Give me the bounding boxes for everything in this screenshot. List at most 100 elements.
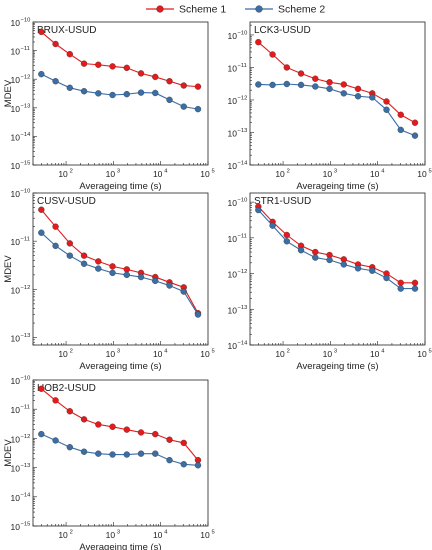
data-point bbox=[123, 90, 130, 98]
data-point bbox=[52, 223, 59, 230]
data-point bbox=[369, 94, 376, 101]
x-tick-exponent: 2 bbox=[70, 349, 73, 355]
data-point bbox=[95, 421, 102, 428]
y-tick-label: 10 bbox=[11, 376, 21, 386]
x-tick-exponent: 3 bbox=[334, 169, 337, 175]
x-axis-label: Averageing time (s) bbox=[79, 361, 161, 372]
data-point bbox=[80, 60, 88, 67]
data-point bbox=[194, 311, 202, 318]
x-tick-exponent: 2 bbox=[287, 169, 290, 175]
plot-frame bbox=[32, 21, 209, 166]
data-point bbox=[152, 450, 159, 457]
y-tick-label: 10 bbox=[11, 434, 21, 444]
y-tick-label: 10 bbox=[228, 305, 238, 315]
y-tick-exponent: −15 bbox=[21, 522, 31, 528]
x-tick-label: 10 bbox=[370, 349, 380, 359]
x-axis-label: Averageing time (s) bbox=[296, 181, 378, 192]
data-point bbox=[38, 206, 45, 213]
data-point bbox=[66, 408, 73, 415]
y-tick-label: 10 bbox=[228, 31, 238, 41]
x-tick-label: 10 bbox=[417, 349, 427, 359]
data-point bbox=[52, 437, 59, 444]
x-tick-label: 10 bbox=[106, 169, 116, 179]
y-tick-exponent: −13 bbox=[238, 305, 248, 311]
data-point bbox=[109, 91, 116, 99]
x-tick-label: 10 bbox=[417, 169, 427, 179]
y-axis-label: MDEV bbox=[3, 439, 14, 467]
series-scheme-1 bbox=[38, 28, 202, 90]
x-tick-label: 10 bbox=[153, 530, 163, 540]
x-tick-label: 10 bbox=[370, 169, 380, 179]
data-point bbox=[283, 64, 290, 71]
data-point bbox=[326, 85, 333, 93]
y-tick-exponent: −12 bbox=[21, 434, 31, 440]
x-tick-exponent: 4 bbox=[381, 349, 385, 355]
data-point bbox=[180, 439, 187, 447]
x-tick-exponent: 2 bbox=[70, 530, 73, 536]
legend-label: Scheme 2 bbox=[278, 4, 325, 16]
data-point bbox=[411, 119, 419, 126]
data-point bbox=[326, 79, 333, 86]
data-point bbox=[411, 279, 419, 287]
y-axis-label: MDEV bbox=[3, 79, 14, 107]
x-tick-label: 10 bbox=[153, 349, 163, 359]
data-point bbox=[66, 444, 73, 451]
x-axis-label: Averageing time (s) bbox=[296, 361, 378, 372]
data-point bbox=[123, 266, 130, 273]
data-point bbox=[80, 88, 88, 95]
y-tick-exponent: −10 bbox=[21, 376, 31, 382]
y-tick-label: 10 bbox=[11, 104, 21, 114]
data-point bbox=[137, 429, 145, 436]
series-scheme-2 bbox=[38, 229, 202, 318]
y-tick-label: 10 bbox=[228, 96, 238, 106]
y-tick-label: 10 bbox=[228, 128, 238, 138]
data-point bbox=[38, 70, 45, 78]
data-point bbox=[255, 81, 262, 88]
data-point bbox=[152, 89, 159, 97]
data-point bbox=[38, 385, 45, 392]
x-tick-exponent: 3 bbox=[117, 349, 120, 355]
data-point bbox=[95, 61, 102, 68]
data-point bbox=[80, 260, 88, 267]
x-tick-exponent: 5 bbox=[429, 349, 432, 355]
x-axis-label: Averageing time (s) bbox=[79, 181, 161, 192]
data-point bbox=[269, 51, 276, 58]
legend: Scheme 1 Scheme 2 bbox=[146, 4, 325, 16]
y-axis-label: MDEV bbox=[3, 255, 14, 283]
y-tick-exponent: −13 bbox=[21, 333, 31, 339]
data-point bbox=[52, 242, 59, 250]
x-tick-exponent: 5 bbox=[212, 530, 215, 536]
data-point bbox=[383, 274, 390, 282]
plot-frame bbox=[249, 192, 426, 346]
data-point bbox=[80, 448, 88, 455]
x-tick-exponent: 5 bbox=[212, 349, 215, 355]
data-point bbox=[194, 462, 202, 469]
data-point bbox=[369, 267, 376, 274]
data-point bbox=[383, 106, 390, 113]
y-tick-exponent: −11 bbox=[21, 405, 30, 411]
data-point bbox=[340, 90, 347, 97]
data-point bbox=[137, 70, 145, 77]
y-tick-exponent: −11 bbox=[238, 63, 247, 69]
data-point bbox=[137, 273, 145, 281]
series-scheme-2 bbox=[38, 430, 202, 469]
y-tick-exponent: −14 bbox=[21, 492, 32, 498]
y-tick-exponent: −10 bbox=[21, 18, 31, 24]
data-point bbox=[166, 282, 173, 289]
x-tick-label: 10 bbox=[323, 169, 333, 179]
y-tick-label: 10 bbox=[11, 334, 21, 344]
data-point bbox=[326, 256, 333, 264]
data-point bbox=[38, 430, 45, 438]
series-scheme-2 bbox=[255, 206, 419, 292]
legend-label: Scheme 1 bbox=[179, 4, 226, 16]
y-tick-exponent: −14 bbox=[238, 341, 249, 347]
data-point bbox=[255, 38, 262, 46]
data-point bbox=[109, 451, 116, 458]
y-tick-exponent: −11 bbox=[21, 237, 30, 243]
data-point bbox=[80, 252, 88, 259]
data-point bbox=[180, 461, 187, 468]
y-tick-exponent: −14 bbox=[21, 132, 32, 138]
